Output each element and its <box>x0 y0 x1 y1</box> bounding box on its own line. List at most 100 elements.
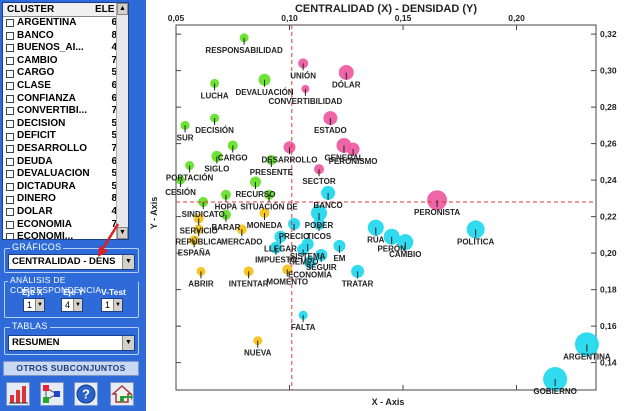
point-label: SITUACIÓN DE <box>240 203 298 212</box>
cluster-list[interactable]: CLUSTER ELE ARGENTINA 6 BANCO 8 BUENOS_AI...… <box>2 2 129 240</box>
cluster-row[interactable]: DESARROLLO 7 <box>3 143 128 156</box>
point-label: CAMBIO <box>389 250 421 259</box>
point-label: MERCADO <box>221 237 262 246</box>
correspondencia-group: ANÁLISIS DE CORRESPONDENCIA Eje X Eje Y … <box>4 275 139 318</box>
cluster-checkbox[interactable] <box>6 57 14 66</box>
chevron-down-icon[interactable]: ▼ <box>122 255 134 269</box>
cluster-row[interactable]: CAMBIO 7 <box>3 55 128 68</box>
cluster-row[interactable]: CONFIANZA 6 <box>3 93 128 106</box>
eje-y-select[interactable]: 4 ▼ <box>61 298 83 312</box>
cluster-name: DEUDA <box>17 155 53 167</box>
chart-button[interactable] <box>6 382 30 406</box>
tablas-select[interactable]: RESUMEN ▼ <box>8 335 135 351</box>
cluster-name: BANCO <box>17 29 54 41</box>
cluster-checkbox[interactable] <box>6 107 14 116</box>
point-label: ESPAÑA <box>178 248 211 257</box>
cluster-checkbox[interactable] <box>6 132 14 141</box>
x-tick-label: 0,20 <box>508 13 525 23</box>
cluster-count: 6 <box>111 79 117 91</box>
cluster-checkbox[interactable] <box>6 69 14 78</box>
point-label: DEVALUACIÓN <box>236 88 294 97</box>
point-label: IMPUESTO <box>255 256 297 265</box>
point-label: RECURSO <box>235 190 275 199</box>
otros-subconjuntos-button[interactable]: OTROS SUBCONJUNTOS <box>3 361 139 376</box>
tablas-selected-value: RESUMEN <box>12 337 60 348</box>
cluster-checkbox[interactable] <box>6 44 14 53</box>
cluster-row[interactable]: ARGENTINA 6 <box>3 17 128 30</box>
y-tick-label: 0,16 <box>600 321 617 331</box>
point-label: DESARROLLO <box>262 155 318 164</box>
chevron-down-icon[interactable]: ▼ <box>122 336 134 350</box>
point-label: INTENTAR <box>229 279 269 288</box>
point-label: FALTA <box>291 323 316 332</box>
graficos-select[interactable]: CENTRALIDAD - DENS ▼ <box>8 254 135 270</box>
point-label: REPÚBLICA <box>175 237 222 246</box>
home-icon <box>111 384 133 403</box>
cluster-checkbox[interactable] <box>6 120 14 129</box>
scatter-chart: CENTRALIDAD (X) - DENSIDAD (Y) X - Axis … <box>149 3 617 407</box>
cluster-count: 5 <box>111 180 117 192</box>
cluster-checkbox[interactable] <box>6 157 14 166</box>
home-button[interactable] <box>110 382 134 406</box>
cluster-row[interactable]: DEUDA 6 <box>3 156 128 169</box>
cluster-checkbox[interactable] <box>6 208 14 217</box>
cluster-name: DÉFICIT <box>17 130 56 142</box>
cluster-row[interactable]: ECONOMÍ... <box>3 231 128 239</box>
cluster-row[interactable]: BANCO 8 <box>3 30 128 43</box>
point-label: RESPONSABILIDAD <box>205 46 283 55</box>
point-label: NUEVA <box>244 349 272 358</box>
point-label: BARAR <box>212 223 241 232</box>
cluster-row[interactable]: CLASE 6 <box>3 80 128 93</box>
chevron-down-icon[interactable]: ▼ <box>35 299 44 311</box>
cluster-row[interactable]: DÉFICIT 5 <box>3 130 128 143</box>
point-label: MOMENTO <box>266 278 308 287</box>
cluster-row[interactable]: BUENOS_AI... 4 <box>3 42 128 55</box>
point-label: POLÍTICA <box>457 237 495 246</box>
point-label: SIGLO <box>204 164 229 173</box>
cluster-checkbox[interactable] <box>6 220 14 229</box>
list-scrollbar[interactable]: ▲ ▼ <box>116 3 128 239</box>
network-button[interactable] <box>40 382 64 406</box>
point-label: PORTACIÓN <box>166 174 214 183</box>
point-label: GENERAL <box>324 153 363 162</box>
scroll-down-arrow-icon[interactable]: ▼ <box>117 227 128 239</box>
y-tick-label: 0,18 <box>600 285 617 295</box>
cluster-row[interactable]: CARGO 5 <box>3 67 128 80</box>
cluster-row[interactable]: DÓLAR 4 <box>3 206 128 219</box>
chart-icon <box>9 386 28 404</box>
y-tick-label: 0,24 <box>600 175 617 185</box>
eje-x-label: Eje X <box>22 287 43 297</box>
cluster-checkbox[interactable] <box>6 233 14 239</box>
scroll-up-arrow-icon[interactable]: ▲ <box>117 3 128 15</box>
eje-y-value: 4 <box>65 300 71 310</box>
cluster-checkbox[interactable] <box>6 195 14 204</box>
cluster-row[interactable]: CONVERTIBI... 7 <box>3 105 128 118</box>
cluster-count: 7 <box>111 105 117 117</box>
point-label: SECTOR <box>302 177 335 186</box>
ele-column-header[interactable]: ELE <box>95 4 115 15</box>
chevron-down-icon[interactable]: ▼ <box>73 299 82 311</box>
point-label: SISTEMA <box>290 252 326 261</box>
cluster-name: ARGENTINA <box>17 17 77 28</box>
cluster-row[interactable]: DECISIÓN 5 <box>3 118 128 131</box>
graficos-title: GRÁFICOS <box>10 242 64 252</box>
chevron-down-icon[interactable]: ▼ <box>113 299 122 311</box>
eje-x-select[interactable]: 1 ▼ <box>23 298 45 312</box>
cluster-row[interactable]: DINERO 8 <box>3 193 128 206</box>
cluster-row[interactable]: DICTADURA 5 <box>3 181 128 194</box>
cluster-checkbox[interactable] <box>6 94 14 103</box>
point-label: GOBIERNO <box>533 387 577 396</box>
cluster-column-header[interactable]: CLUSTER <box>7 4 55 15</box>
cluster-checkbox[interactable] <box>6 170 14 179</box>
cluster-checkbox[interactable] <box>6 19 14 28</box>
cluster-row[interactable]: ECONOMÍA 7 <box>3 219 128 232</box>
cluster-name: DÓLAR <box>17 205 53 217</box>
cluster-row[interactable]: DEVALUACIÓN 5 <box>3 168 128 181</box>
cluster-checkbox[interactable] <box>6 31 14 40</box>
vtest-select[interactable]: 1 ▼ <box>101 298 123 312</box>
cluster-name: BUENOS_AI... <box>17 42 84 54</box>
cluster-checkbox[interactable] <box>6 145 14 154</box>
cluster-checkbox[interactable] <box>6 82 14 91</box>
cluster-checkbox[interactable] <box>6 183 14 192</box>
help-button[interactable]: ? <box>74 382 98 406</box>
